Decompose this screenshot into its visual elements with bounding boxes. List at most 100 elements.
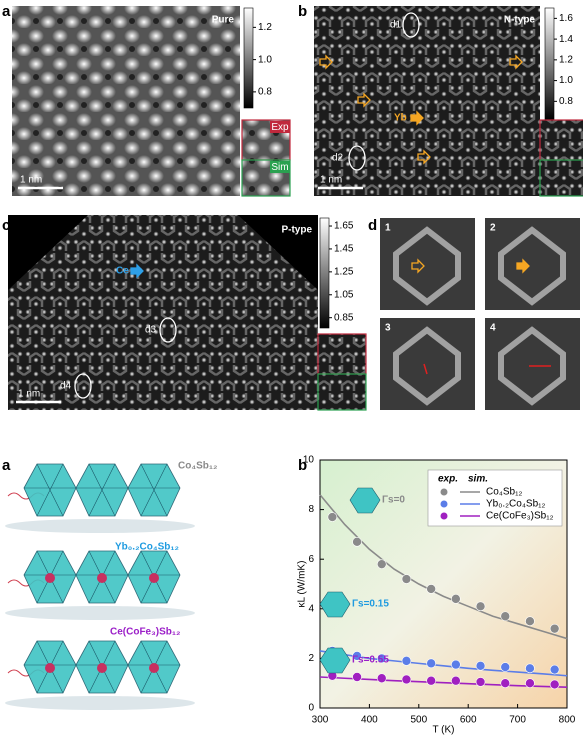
marker-label: d4 <box>60 381 72 392</box>
exp-point <box>401 574 412 584</box>
tile-label: 2 <box>490 223 496 234</box>
exp-point <box>327 512 338 522</box>
x-tick-label: 700 <box>509 715 526 726</box>
panel-label: b <box>298 457 307 474</box>
arrow <box>411 258 425 274</box>
legend-marker <box>440 500 448 508</box>
inset-label: Exp <box>271 122 289 133</box>
annotation: Γs=0.55 <box>352 655 389 666</box>
scale-bar-label: 1 nm <box>18 389 40 400</box>
inset-label: Sim <box>271 162 288 173</box>
marker-label: d2 <box>332 153 344 164</box>
image-ptype <box>8 215 318 410</box>
marker-label: d3 <box>145 325 157 336</box>
dopant-label: Ce <box>116 266 129 277</box>
exp-point <box>525 663 535 674</box>
scale-bar-label: 1 nm <box>320 175 342 186</box>
edges <box>128 463 180 517</box>
exp-point <box>426 675 436 686</box>
shadow <box>5 696 195 710</box>
panel-title: Pure <box>212 15 235 26</box>
arrow <box>410 110 424 126</box>
arrow <box>357 92 371 108</box>
annotation: Γs=0 <box>382 495 405 506</box>
compound-label: Ce(CoFe₃)Sb₁₂ <box>110 627 180 638</box>
exp-point <box>426 584 436 594</box>
y-tick-label: 2 <box>308 653 314 664</box>
colorbar-label: 1.2 <box>258 22 272 33</box>
guest-atom <box>149 573 159 583</box>
exp-point <box>549 679 560 690</box>
inset-exp <box>317 333 367 375</box>
x-tick-label: 500 <box>410 715 427 726</box>
colorbar-label: 0.8 <box>258 87 272 98</box>
defect-ring <box>159 317 177 343</box>
x-tick-label: 800 <box>559 715 576 726</box>
x-tick-label: 400 <box>361 715 378 726</box>
colorbar <box>544 7 555 121</box>
exp-point <box>376 653 387 664</box>
x-tick-label: 600 <box>460 715 477 726</box>
legend-label: Ce(CoFe₃)Sb₁₂ <box>486 511 554 522</box>
exp-point <box>451 659 461 670</box>
colorbar-label: 1.05 <box>334 289 354 300</box>
arrow <box>509 54 523 70</box>
exp-point <box>475 677 486 687</box>
inset-sim <box>317 373 367 411</box>
panel-label: c <box>2 217 10 234</box>
y-tick-label: 8 <box>308 504 314 515</box>
legend-header: exp. <box>438 474 458 485</box>
image-ntype <box>314 6 540 196</box>
exp-point <box>475 601 486 612</box>
panel-title: P-type <box>281 225 312 236</box>
shadow <box>5 519 195 533</box>
defect-ring <box>348 145 366 171</box>
colorbar-label: 1.25 <box>334 266 354 277</box>
shadow <box>5 606 195 620</box>
colorbar-label: 0.8 <box>559 96 573 107</box>
inset-exp <box>539 119 583 161</box>
panel-label: a <box>2 3 11 20</box>
compound-label: Yb₀.₂Co₄Sb₁₂ <box>115 542 179 553</box>
edges <box>76 463 128 517</box>
image-pure <box>12 6 240 196</box>
colorbar-label: 1.0 <box>559 75 573 86</box>
legend-header: sim. <box>468 474 488 485</box>
marker-label: d1 <box>390 20 402 31</box>
colorbar <box>243 7 254 109</box>
exp-point <box>401 656 412 666</box>
tile-label: 1 <box>385 223 391 234</box>
tile-ring <box>393 226 461 306</box>
defect-ring <box>402 12 420 38</box>
guest-atom <box>97 573 107 583</box>
exp-point <box>549 623 560 634</box>
exp-point <box>451 675 461 686</box>
exp-point <box>475 661 486 671</box>
dopant-label: Yb <box>394 113 407 124</box>
arrow <box>319 54 333 70</box>
y-tick-label: 10 <box>303 455 315 466</box>
guest-atom <box>45 573 55 583</box>
legend-box <box>427 469 563 527</box>
compound-label: Co₄Sb₁₂ <box>178 461 217 472</box>
x-axis-label: T (K) <box>432 725 454 736</box>
colorbar-label: 0.85 <box>334 312 354 323</box>
guest-atom <box>149 663 159 673</box>
icon <box>319 591 351 618</box>
colorbar-label: 1.6 <box>559 13 573 24</box>
colorbar-label: 1.2 <box>559 54 573 65</box>
tile-ring <box>393 326 461 406</box>
arrow <box>516 258 530 274</box>
exp-point <box>500 678 511 689</box>
panel-label: d <box>368 217 377 234</box>
panel-label: a <box>2 457 11 474</box>
guest-atom <box>97 663 107 673</box>
colorbar-label: 1.4 <box>559 34 573 45</box>
exp-point <box>451 594 461 604</box>
panel-title: N-type <box>504 15 536 26</box>
tile-ring <box>498 326 566 406</box>
arrow <box>130 263 144 279</box>
legend-marker <box>440 488 448 496</box>
x-tick-label: 300 <box>312 715 329 726</box>
y-tick-label: 6 <box>308 554 314 565</box>
